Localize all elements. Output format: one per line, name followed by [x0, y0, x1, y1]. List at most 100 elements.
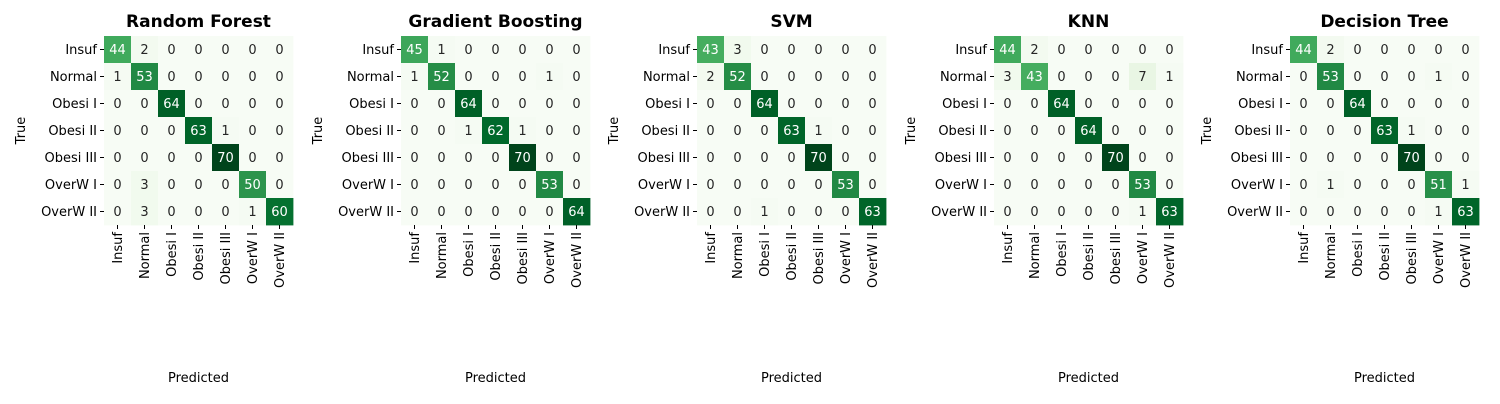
- y-tick-label: OverW I: [45, 178, 97, 193]
- cell-value-label: 0: [1111, 205, 1119, 220]
- cell-value-label: 0: [1003, 178, 1011, 193]
- cell-value-label: 0: [1084, 151, 1092, 166]
- x-tick-label: OverW II: [1459, 232, 1474, 288]
- heatmap-cell: [697, 63, 725, 91]
- cell-value-label: 2: [140, 43, 148, 58]
- heatmap-cell: [1129, 117, 1157, 145]
- cell-value-label: 63: [1161, 205, 1178, 220]
- y-axis-label: True: [1200, 117, 1215, 146]
- heatmap-cell: [536, 144, 564, 172]
- cell-value-label: 0: [814, 205, 822, 220]
- cell-value-label: 45: [406, 43, 423, 58]
- heatmap-cell: [1102, 144, 1130, 172]
- cell-value-label: 1: [518, 124, 526, 139]
- heatmap-cell: [212, 36, 240, 64]
- heatmap-cell: [1048, 36, 1076, 64]
- heatmap-cell: [1398, 171, 1426, 199]
- y-tick-label: Obesi I: [52, 97, 97, 112]
- cell-value-label: 2: [706, 70, 714, 85]
- cell-value-label: 0: [437, 97, 445, 112]
- heatmap-cell: [832, 36, 860, 64]
- heatmap-cell: [1371, 90, 1399, 118]
- heatmap-cell: [1398, 90, 1426, 118]
- cell-value-label: 0: [437, 124, 445, 139]
- heatmap-cell: [1452, 36, 1480, 64]
- heatmap-cell: [455, 63, 483, 91]
- heatmap-cell: [994, 36, 1022, 64]
- cell-value-label: 0: [464, 43, 472, 58]
- cell-value-label: 0: [706, 205, 714, 220]
- cell-value-label: 64: [460, 97, 477, 112]
- x-tick-label: Normal: [1324, 232, 1339, 279]
- heatmap-cell: [1344, 171, 1372, 199]
- cell-value-label: 64: [568, 205, 585, 220]
- heatmap-cell: [1021, 90, 1049, 118]
- cell-value-label: 0: [248, 97, 256, 112]
- cell-value-label: 0: [518, 43, 526, 58]
- x-tick-label: Obesi II: [1082, 232, 1097, 281]
- heatmap-cell: [697, 36, 725, 64]
- x-tick-label: Insuf: [1001, 232, 1016, 264]
- cell-value-label: 7: [1138, 70, 1146, 85]
- cell-value-label: 0: [1380, 43, 1388, 58]
- heatmap-cell: [482, 198, 510, 226]
- cell-value-label: 0: [1407, 97, 1415, 112]
- cell-value-label: 0: [1111, 70, 1119, 85]
- x-tick-label: Obesi III: [516, 232, 531, 285]
- heatmap-cell: [751, 198, 779, 226]
- heatmap-cell: [832, 90, 860, 118]
- heatmap-cell: [1371, 63, 1399, 91]
- heatmap-cell: [1102, 117, 1130, 145]
- heatmap-cell: [994, 144, 1022, 172]
- heatmap-cell: [428, 171, 456, 199]
- cell-value-label: 0: [491, 43, 499, 58]
- heatmap-cell: [778, 90, 806, 118]
- heatmap-cell: [1129, 171, 1157, 199]
- heatmap-cell: [536, 171, 564, 199]
- heatmap-cell: [805, 117, 833, 145]
- heatmap-cell: [994, 90, 1022, 118]
- y-tick-label: Normal: [643, 70, 690, 85]
- heatmap-cell: [859, 63, 887, 91]
- cell-value-label: 0: [1353, 151, 1361, 166]
- cell-value-label: 0: [275, 178, 283, 193]
- cell-value-label: 0: [491, 205, 499, 220]
- heatmap-cell: [266, 171, 294, 199]
- cell-value-label: 0: [1299, 124, 1307, 139]
- cell-value-label: 64: [756, 97, 773, 112]
- heatmap-cell: [994, 198, 1022, 226]
- cell-value-label: 0: [410, 151, 418, 166]
- cell-value-label: 0: [1353, 124, 1361, 139]
- cell-value-label: 0: [1030, 205, 1038, 220]
- heatmap-cell: [778, 144, 806, 172]
- heatmap-cell: [751, 90, 779, 118]
- heatmap-cell: [482, 171, 510, 199]
- cell-value-label: 0: [113, 151, 121, 166]
- cell-value-label: 52: [433, 70, 450, 85]
- heatmap-cell: [239, 63, 267, 91]
- cell-value-label: 0: [545, 205, 553, 220]
- cell-value-label: 0: [572, 178, 580, 193]
- heatmap-cell: [104, 171, 132, 199]
- cell-value-label: 0: [1299, 151, 1307, 166]
- y-axis-label: True: [904, 117, 919, 146]
- heatmap-cell: [239, 90, 267, 118]
- cell-value-label: 0: [1299, 178, 1307, 193]
- y-tick-label: Insuf: [658, 43, 690, 58]
- heatmap-cell: [778, 36, 806, 64]
- cell-value-label: 0: [1353, 70, 1361, 85]
- cell-value-label: 0: [814, 70, 822, 85]
- cell-value-label: 0: [1380, 151, 1388, 166]
- heatmap-cell: [401, 36, 429, 64]
- x-tick-label: Obesi I: [462, 232, 477, 277]
- x-tick-label: Obesi III: [1405, 232, 1420, 285]
- cell-value-label: 64: [1080, 124, 1097, 139]
- cell-value-label: 0: [1084, 43, 1092, 58]
- cell-value-label: 0: [410, 97, 418, 112]
- heatmap-cell: [859, 36, 887, 64]
- heatmap-cell: [724, 171, 752, 199]
- x-tick-label: Normal: [435, 232, 450, 279]
- heatmap-cell: [1048, 171, 1076, 199]
- cell-value-label: 63: [783, 124, 800, 139]
